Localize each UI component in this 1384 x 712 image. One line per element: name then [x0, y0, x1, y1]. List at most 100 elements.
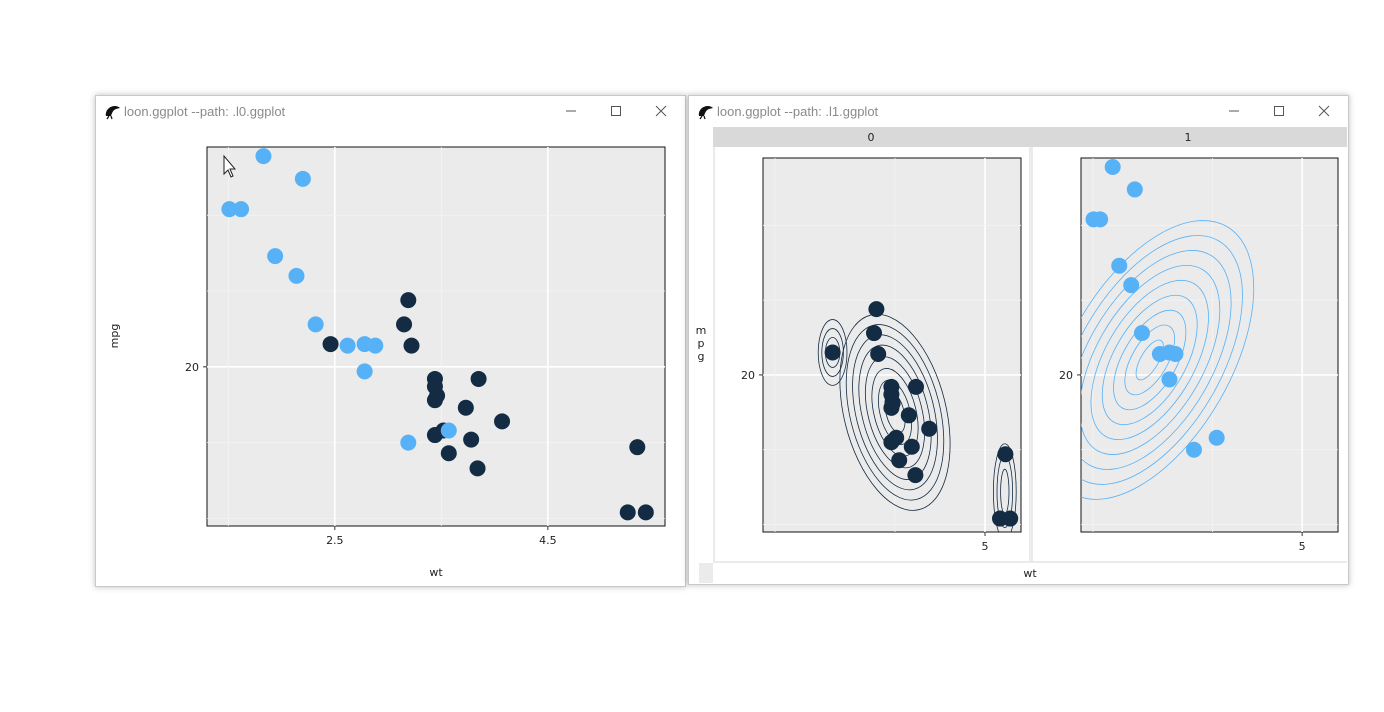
point: [1002, 510, 1019, 527]
scatter-plot-canvas[interactable]: 2.5 4.5 20 wt mpg: [96, 96, 685, 586]
mouse-cursor-icon: [223, 154, 237, 178]
selected-point: [307, 316, 324, 333]
loon-bird-icon: [698, 106, 713, 120]
point: [908, 378, 924, 395]
selected-point: [367, 337, 384, 354]
window-title: loon.ggplot --path: .l1.ggplot: [717, 104, 879, 119]
maximize-icon[interactable]: [601, 100, 631, 122]
selected-point: [1092, 211, 1109, 228]
y-tick-label: 20: [741, 369, 755, 382]
x-axis-title: wt: [429, 566, 443, 579]
facet-panel-0: 5 20: [741, 157, 1022, 553]
point: [403, 337, 420, 354]
selected-point: [1185, 441, 1202, 458]
selected-point: [1123, 277, 1140, 294]
strip-background: [713, 127, 1347, 147]
point: [463, 431, 480, 448]
point: [891, 452, 908, 469]
contour-line: [1124, 324, 1176, 396]
x-tick-label: 2.5: [326, 534, 344, 547]
point: [429, 387, 446, 404]
y-tick-label: 20: [185, 361, 199, 374]
selected-point: [400, 434, 417, 451]
point: [997, 446, 1014, 463]
selected-point: [221, 201, 238, 218]
point: [888, 429, 905, 446]
contour-line: [993, 443, 1017, 532]
selected-point: [1133, 325, 1150, 342]
facet-strip-label-1: 1: [1185, 131, 1192, 144]
point: [619, 504, 636, 521]
plot-window-l1: loon.ggplot --path: .l1.ggplot 0 1 5 20 5 2…: [688, 95, 1349, 585]
point: [400, 292, 417, 309]
title-bar[interactable]: loon.ggplot --path: .l0.ggplot: [96, 96, 685, 126]
contour-line: [839, 313, 951, 511]
contour-line: [1135, 339, 1164, 381]
point: [322, 336, 339, 353]
facet-panel-1: 5 20: [1059, 157, 1339, 553]
close-icon[interactable]: [1309, 100, 1339, 122]
point: [629, 439, 646, 456]
contour-line: [821, 328, 844, 377]
point: [396, 316, 413, 333]
point: [637, 504, 654, 521]
maximize-icon[interactable]: [1264, 100, 1294, 122]
selected-point: [1208, 429, 1225, 446]
selected-point: [288, 267, 305, 284]
facet-divider: [1029, 147, 1033, 561]
point: [866, 325, 882, 342]
selected-point: [356, 363, 373, 380]
point: [870, 345, 887, 362]
minimize-icon[interactable]: [1219, 100, 1249, 122]
x-tick-label: 5: [982, 540, 989, 553]
minimize-icon[interactable]: [556, 100, 586, 122]
point: [903, 438, 920, 455]
contour-line: [1101, 294, 1198, 426]
point: [900, 407, 917, 424]
selected-point: [1104, 158, 1121, 175]
plot-window-l0: loon.ggplot --path: .l0.ggplot 2.5 4.5 20 …: [95, 95, 686, 587]
contour-line: [1081, 250, 1232, 470]
loon-bird-icon: [105, 106, 120, 120]
point: [884, 395, 901, 412]
contour-line: [1081, 264, 1221, 455]
point: [469, 460, 486, 477]
x-tick-label: 4.5: [539, 534, 557, 547]
point: [457, 399, 474, 416]
selected-point: [255, 148, 272, 165]
window-title: loon.ggplot --path: .l0.ggplot: [124, 104, 286, 119]
contour-line: [817, 319, 848, 386]
contour-line: [1081, 220, 1255, 500]
selected-point: [1126, 181, 1143, 198]
selected-point: [267, 248, 284, 265]
point: [907, 467, 924, 484]
x-axis-title: wt: [1023, 567, 1037, 580]
point: [868, 301, 885, 318]
selected-point: [440, 422, 457, 439]
title-bar[interactable]: loon.ggplot --path: .l1.ggplot: [689, 96, 1348, 126]
point: [494, 413, 511, 430]
plot-panel: [206, 146, 666, 527]
selected-point: [1167, 345, 1184, 362]
y-axis-title: mpg: [108, 324, 121, 349]
point: [440, 445, 457, 462]
close-icon[interactable]: [646, 100, 676, 122]
plot-panel: [1080, 157, 1339, 533]
facet-strip-label-0: 0: [868, 131, 875, 144]
density-contours: [1081, 220, 1255, 500]
point: [921, 420, 938, 437]
selected-point: [233, 201, 250, 218]
point: [824, 344, 841, 361]
plot-panel: [762, 157, 1022, 533]
y-tick-label: 20: [1059, 369, 1073, 382]
contour-line: [1090, 279, 1209, 441]
x-tick-label: 5: [1299, 540, 1306, 553]
contour-line: [1081, 235, 1243, 485]
selected-point: [339, 337, 356, 354]
selected-point: [294, 170, 311, 187]
selected-point: [1111, 257, 1128, 274]
point: [470, 370, 487, 387]
selected-point: [1161, 371, 1178, 388]
